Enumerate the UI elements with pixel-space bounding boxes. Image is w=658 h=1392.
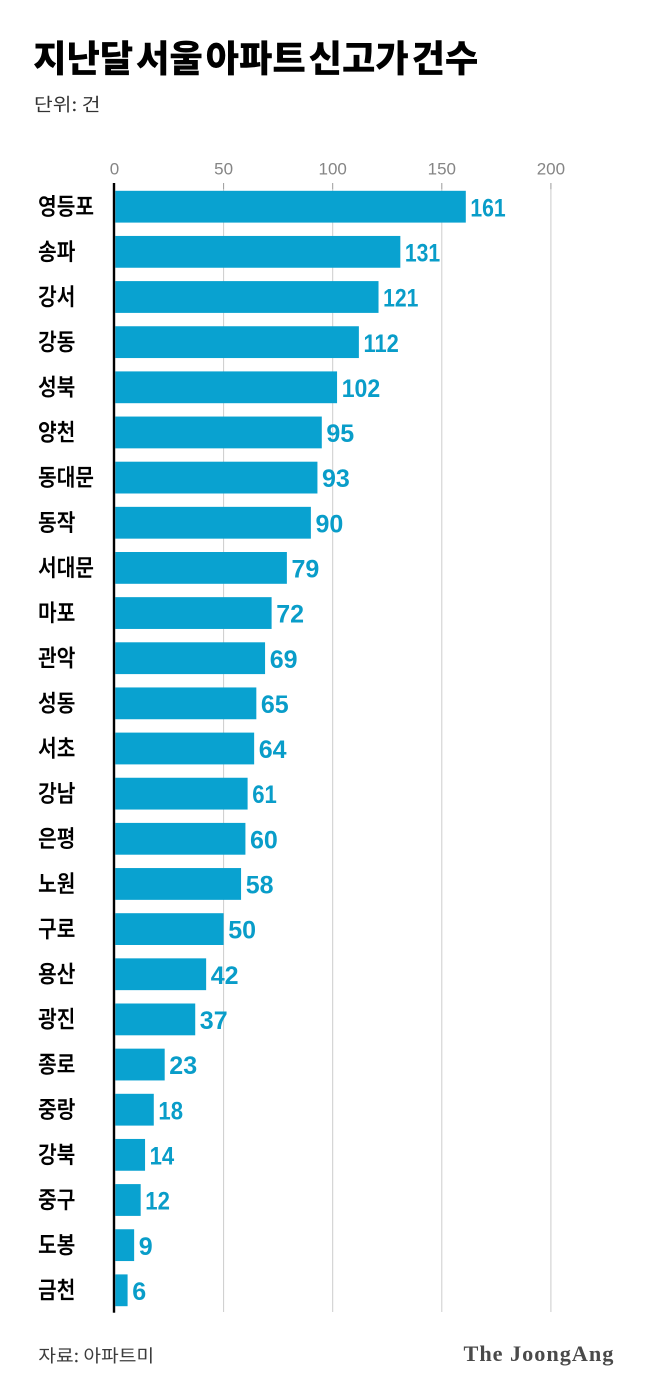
svg-text:64: 64 (259, 736, 287, 764)
svg-text:23: 23 (169, 1052, 197, 1080)
svg-text:100: 100 (319, 160, 347, 179)
svg-text:72: 72 (276, 601, 304, 629)
svg-text:12: 12 (145, 1188, 170, 1216)
svg-text:9: 9 (139, 1233, 153, 1261)
svg-text:150: 150 (428, 160, 456, 179)
svg-text:18: 18 (158, 1097, 183, 1125)
svg-text:6: 6 (132, 1278, 146, 1306)
svg-text:102: 102 (342, 375, 381, 403)
svg-text:131: 131 (405, 240, 440, 268)
svg-text:42: 42 (211, 962, 239, 990)
svg-text:37: 37 (200, 1007, 228, 1035)
svg-text:58: 58 (246, 872, 274, 900)
svg-text:121: 121 (383, 285, 418, 313)
svg-text:161: 161 (470, 194, 505, 222)
svg-text:50: 50 (214, 160, 233, 179)
svg-text:200: 200 (537, 160, 565, 179)
svg-text:0: 0 (110, 160, 119, 179)
svg-text:60: 60 (250, 826, 278, 854)
svg-text:90: 90 (316, 510, 344, 538)
svg-text:50: 50 (228, 917, 256, 945)
svg-text:69: 69 (270, 646, 298, 674)
svg-text:79: 79 (292, 556, 320, 584)
svg-text:The JoongAng: The JoongAng (464, 1341, 615, 1366)
svg-text:61: 61 (252, 781, 277, 809)
svg-text:95: 95 (326, 420, 354, 448)
svg-text:65: 65 (261, 691, 289, 719)
svg-text:112: 112 (364, 330, 399, 358)
svg-text:14: 14 (150, 1143, 175, 1171)
svg-text:93: 93 (322, 465, 350, 493)
